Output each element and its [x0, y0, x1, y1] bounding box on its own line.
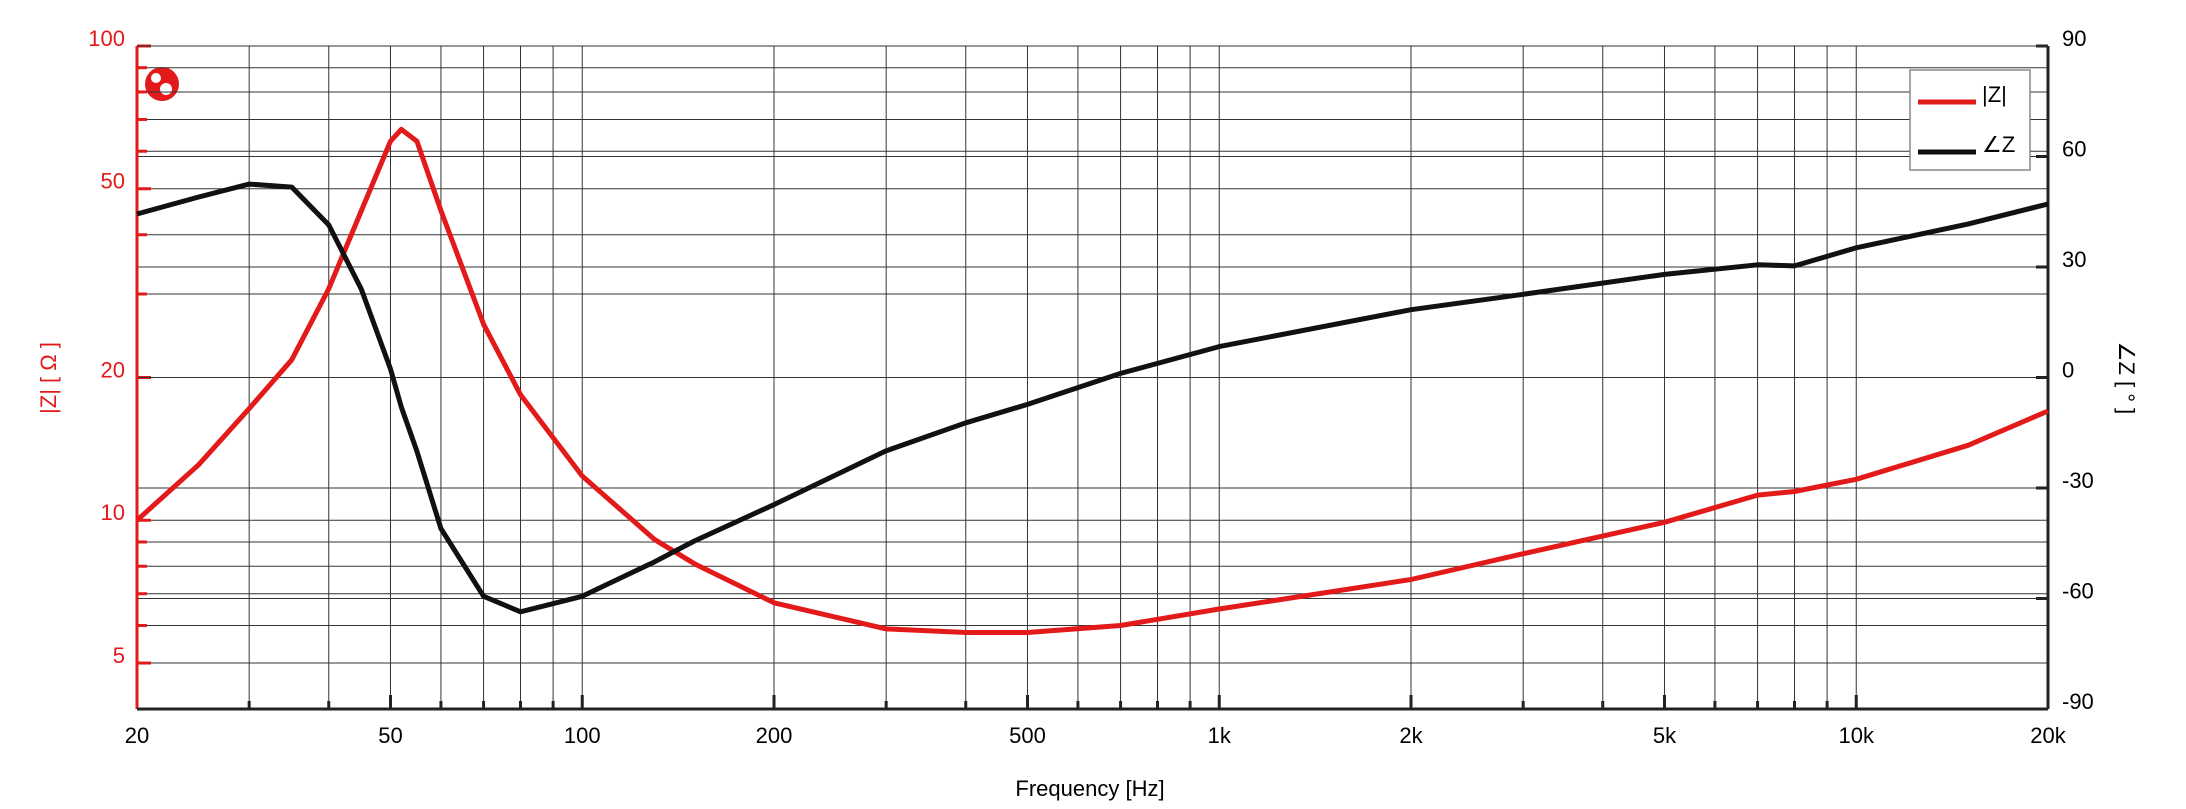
- y-tick-label: 5: [113, 643, 125, 668]
- y2-axis-label: ∠Z [ ° ]: [2114, 342, 2139, 415]
- legend-label: |Z|: [1982, 82, 2007, 107]
- y-tick-label: 50: [101, 169, 125, 194]
- series-line: [135, 126, 2049, 635]
- x-tick-label: 1k: [1208, 723, 1232, 748]
- y2-tick-label: -60: [2062, 578, 2094, 603]
- x-axis-label: Frequency [Hz]: [1015, 776, 1164, 801]
- x-tick-label: 10k: [1839, 723, 1875, 748]
- x-tick-label: 20: [125, 723, 149, 748]
- y-tick-label: 100: [88, 26, 125, 51]
- x-tick-label: 100: [564, 723, 601, 748]
- x-tick-label: 2k: [1399, 723, 1423, 748]
- y2-tick-label: 0: [2062, 357, 2074, 382]
- y2-tick-label: 90: [2062, 26, 2086, 51]
- x-tick-label: 200: [756, 723, 793, 748]
- y-tick-label: 10: [101, 500, 125, 525]
- y2-tick-label: 30: [2062, 247, 2086, 272]
- y2-tick-label: 60: [2062, 136, 2086, 161]
- y-axis-label: |Z| [ Ω ]: [36, 342, 61, 414]
- x-tick-label: 20k: [2030, 723, 2066, 748]
- x-tick-label: 500: [1009, 723, 1046, 748]
- x-tick-label: 5k: [1653, 723, 1677, 748]
- legend-label: ∠Z: [1982, 132, 2015, 157]
- y-tick-label: 20: [101, 357, 125, 382]
- x-tick-label: 50: [378, 723, 402, 748]
- series-line: [136, 181, 2049, 615]
- y2-tick-label: -30: [2062, 468, 2094, 493]
- y2-tick-label: -90: [2062, 689, 2094, 714]
- logo: [145, 67, 179, 101]
